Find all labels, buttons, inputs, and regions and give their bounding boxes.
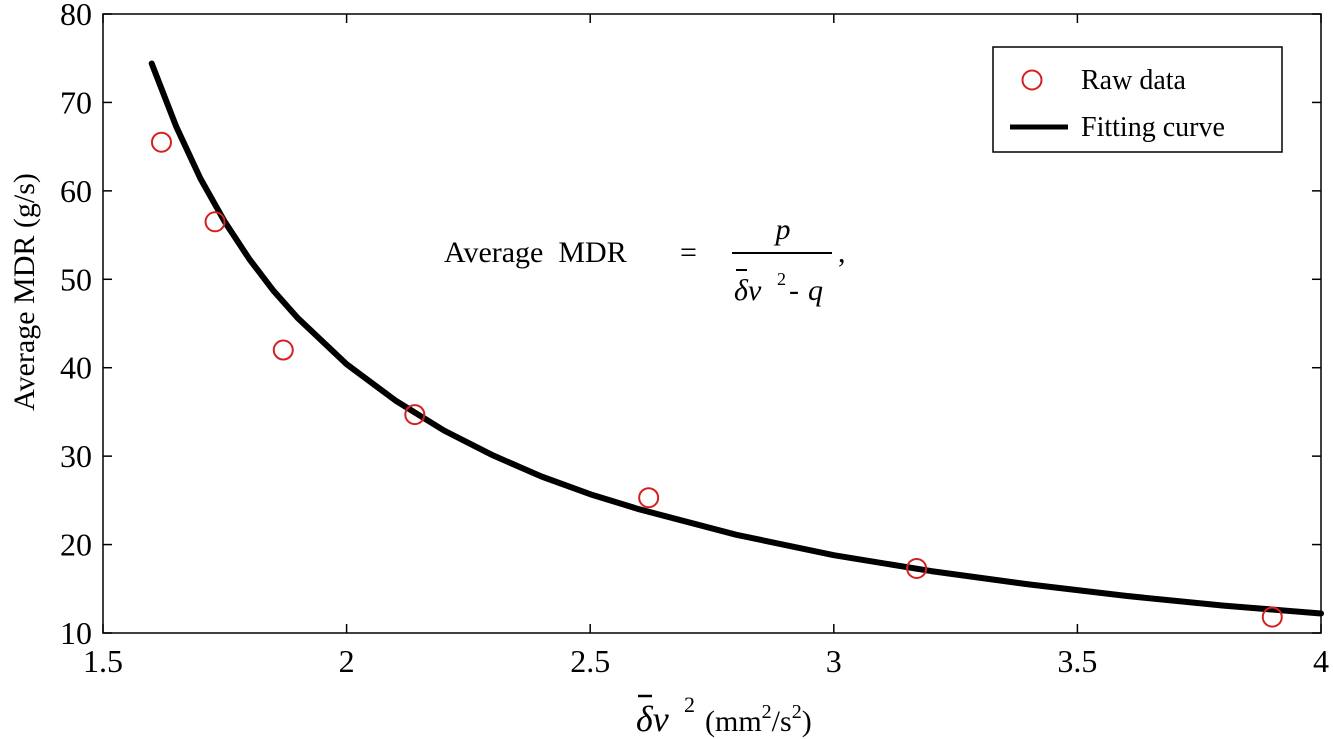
raw-data-markers: [150, 131, 1283, 628]
x-tick-label: 2: [339, 643, 355, 679]
raw-data-point: [1261, 606, 1283, 628]
y-tick-label: 30: [60, 438, 92, 474]
x-tick-label: 1.5: [83, 643, 123, 679]
raw-data-point: [638, 487, 660, 509]
y-tick-label: 80: [60, 0, 92, 32]
equation-den-minus: -: [789, 274, 799, 307]
x-tick-label: 3: [826, 643, 842, 679]
svg-text:δv: δv: [734, 274, 762, 307]
plot-area-frame: [102, 13, 1322, 634]
legend-box: [992, 46, 1283, 153]
svg-text:(mm2/s2): (mm2/s2): [705, 701, 812, 738]
x-tick-label: 2.5: [570, 643, 610, 679]
equation-den-q: q: [808, 274, 823, 307]
legend: Raw data Fitting curve: [992, 46, 1283, 153]
equation-den-sup: 2: [777, 269, 786, 289]
equation-equals: =: [680, 236, 697, 269]
axis-ticks: 1.5 2 2.5 3 3.5 4 10 20 30 40 50 60 70 80: [60, 0, 1329, 679]
equation-den-v: v: [748, 274, 762, 307]
y-tick-label: 50: [60, 261, 92, 297]
raw-data-point: [272, 339, 294, 361]
raw-data-point: [150, 131, 172, 153]
x-label-units-mid: /s: [772, 705, 792, 738]
equation-trail-comma: ,: [838, 236, 846, 269]
y-axis-label: Average MDR (g/s): [8, 173, 41, 411]
x-tick-label: 4: [1313, 643, 1329, 679]
equation-den-delta: δ: [734, 274, 749, 307]
raw-data-point: [404, 404, 426, 426]
x-label-units-open: (mm: [705, 705, 762, 738]
x-axis-label: δv 2 (mm2/s2): [636, 692, 812, 739]
x-label-units-close: ): [802, 705, 812, 738]
y-tick-label: 20: [60, 527, 92, 563]
y-tick-label: 40: [60, 350, 92, 386]
y-tick-label: 60: [60, 173, 92, 209]
svg-text:δv: δv: [636, 699, 669, 739]
x-label-delta: δ: [636, 699, 654, 739]
x-tick-label: 3.5: [1057, 643, 1097, 679]
x-label-units-sup2: 2: [792, 701, 802, 723]
legend-raw-data-label: Raw data: [1081, 65, 1187, 96]
equation-annotation: Average MDR = p δv 2 - q ,: [444, 213, 846, 307]
fitting-curve-group: [148, 60, 1324, 617]
raw-data-point: [906, 557, 928, 579]
legend-raw-data-marker: [1021, 69, 1043, 91]
y-tick-label: 10: [60, 615, 92, 651]
legend-fitting-curve-label: Fitting curve: [1081, 112, 1225, 143]
y-tick-label: 70: [60, 84, 92, 120]
fitting-curve-line: [148, 60, 1324, 617]
x-label-v: v: [653, 699, 669, 739]
equation-lhs: Average MDR: [444, 236, 627, 269]
x-label-units-sup1: 2: [762, 701, 772, 723]
x-label-sup: 2: [684, 692, 695, 717]
plot-frame: [102, 13, 1322, 634]
raw-data-point: [204, 211, 226, 233]
equation-numerator: p: [774, 213, 791, 246]
